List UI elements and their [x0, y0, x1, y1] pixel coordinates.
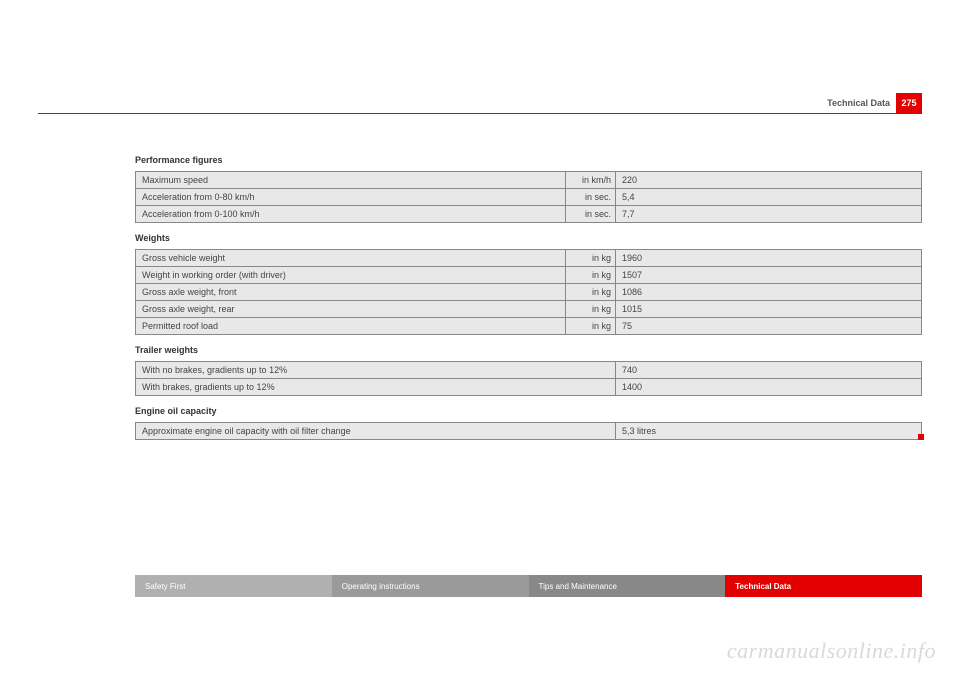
page-number-badge: 275 — [896, 93, 922, 113]
cell-value: 1015 — [616, 301, 922, 318]
footer-tabs: Safety First Operating instructions Tips… — [135, 575, 922, 597]
oil-title: Engine oil capacity — [135, 406, 922, 416]
table-row: Weight in working order (with driver) in… — [136, 267, 922, 284]
cell-value: 75 — [616, 318, 922, 335]
table-row: With no brakes, gradients up to 12% 740 — [136, 362, 922, 379]
table-row: Approximate engine oil capacity with oil… — [136, 423, 922, 440]
watermark: carmanualsonline.info — [727, 638, 936, 664]
footer-tab-technical[interactable]: Technical Data — [725, 575, 922, 597]
cell-unit: in kg — [566, 301, 616, 318]
oil-table: Approximate engine oil capacity with oil… — [135, 422, 922, 440]
cell-label: Gross vehicle weight — [136, 250, 566, 267]
table-row: Gross axle weight, front in kg 1086 — [136, 284, 922, 301]
table-row: Gross axle weight, rear in kg 1015 — [136, 301, 922, 318]
table-row: Permitted roof load in kg 75 — [136, 318, 922, 335]
cell-label: Weight in working order (with driver) — [136, 267, 566, 284]
cell-label: With no brakes, gradients up to 12% — [136, 362, 616, 379]
cell-value: 1507 — [616, 267, 922, 284]
cell-label: Gross axle weight, rear — [136, 301, 566, 318]
content-area: Performance figures Maximum speed in km/… — [135, 145, 922, 440]
cell-unit: in kg — [566, 250, 616, 267]
cell-value: 1086 — [616, 284, 922, 301]
performance-table: Maximum speed in km/h 220 Acceleration f… — [135, 171, 922, 223]
cell-value: 740 — [616, 362, 922, 379]
header-section-title: Technical Data — [827, 98, 890, 108]
cell-label: Maximum speed — [136, 172, 566, 189]
weights-title: Weights — [135, 233, 922, 243]
trailer-table: With no brakes, gradients up to 12% 740 … — [135, 361, 922, 396]
cell-unit: in kg — [566, 267, 616, 284]
page: Technical Data 275 Performance figures M… — [0, 0, 960, 678]
cell-value: 5,4 — [616, 189, 922, 206]
cell-unit: in kg — [566, 284, 616, 301]
table-row: With brakes, gradients up to 12% 1400 — [136, 379, 922, 396]
cell-label: Gross axle weight, front — [136, 284, 566, 301]
header-rule — [38, 113, 922, 114]
cell-value: 1400 — [616, 379, 922, 396]
table-row: Acceleration from 0-100 km/h in sec. 7,7 — [136, 206, 922, 223]
footer-tab-safety[interactable]: Safety First — [135, 575, 332, 597]
cell-value: 5,3 litres — [616, 423, 922, 440]
cell-value: 1960 — [616, 250, 922, 267]
table-row: Gross vehicle weight in kg 1960 — [136, 250, 922, 267]
cell-value: 7,7 — [616, 206, 922, 223]
performance-title: Performance figures — [135, 155, 922, 165]
cell-value: 220 — [616, 172, 922, 189]
cell-unit: in sec. — [566, 206, 616, 223]
cell-label: Approximate engine oil capacity with oil… — [136, 423, 616, 440]
trailer-title: Trailer weights — [135, 345, 922, 355]
cell-label: Permitted roof load — [136, 318, 566, 335]
cell-unit: in km/h — [566, 172, 616, 189]
table-row: Acceleration from 0-80 km/h in sec. 5,4 — [136, 189, 922, 206]
section-end-icon — [918, 434, 924, 440]
cell-unit: in sec. — [566, 189, 616, 206]
cell-label: With brakes, gradients up to 12% — [136, 379, 616, 396]
cell-label: Acceleration from 0-100 km/h — [136, 206, 566, 223]
table-row: Maximum speed in km/h 220 — [136, 172, 922, 189]
footer-tab-operating[interactable]: Operating instructions — [332, 575, 529, 597]
footer-tab-tips[interactable]: Tips and Maintenance — [529, 575, 726, 597]
weights-table: Gross vehicle weight in kg 1960 Weight i… — [135, 249, 922, 335]
oil-block: Approximate engine oil capacity with oil… — [135, 422, 922, 440]
cell-unit: in kg — [566, 318, 616, 335]
cell-label: Acceleration from 0-80 km/h — [136, 189, 566, 206]
